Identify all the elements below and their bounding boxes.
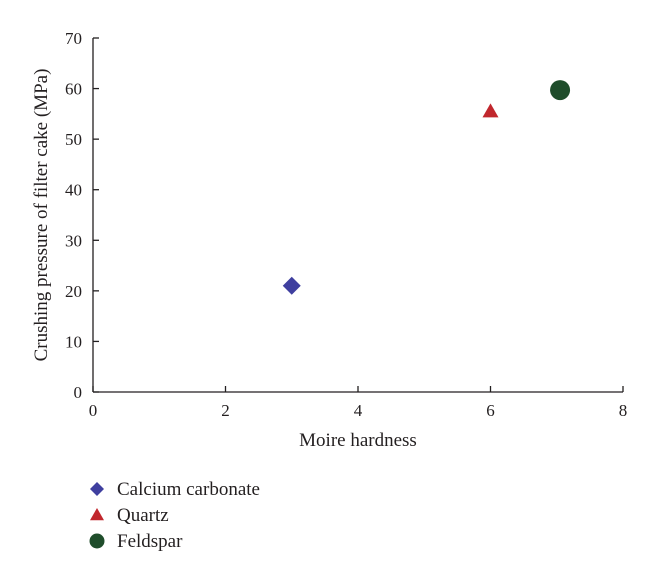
y-tick-label: 10 (65, 332, 82, 351)
legend-marker (90, 482, 104, 496)
legend-marker (90, 508, 104, 521)
legend: Calcium carbonate Quartz Feldspar (89, 479, 260, 552)
data-points (282, 80, 571, 295)
x-tick-label: 8 (619, 401, 628, 420)
axes (92, 38, 623, 393)
legend-label: Quartz (117, 505, 169, 526)
y-ticks: 0 10 20 30 40 50 60 70 (65, 29, 99, 402)
x-tick-label: 0 (89, 401, 98, 420)
legend-label: Feldspar (117, 531, 183, 552)
y-axis-label: Crushing pressure of filter cake (MPa) (31, 69, 52, 362)
x-tick-label: 2 (221, 401, 230, 420)
legend-label: Calcium carbonate (117, 479, 260, 500)
y-tick-label: 30 (65, 231, 82, 250)
x-ticks: 0 2 4 6 8 (89, 386, 628, 420)
data-point (482, 103, 499, 118)
x-tick-label: 6 (486, 401, 495, 420)
data-point (282, 276, 301, 295)
legend-item: Calcium carbonate (90, 479, 260, 500)
x-axis-label: Moire hardness (299, 430, 417, 451)
x-tick-label: 4 (354, 401, 363, 420)
y-tick-label: 40 (65, 181, 82, 200)
y-tick-label: 70 (65, 29, 82, 48)
data-point (550, 80, 571, 101)
legend-item: Feldspar (89, 531, 183, 552)
legend-item: Quartz (90, 505, 169, 526)
y-tick-label: 60 (65, 80, 82, 99)
y-tick-label: 0 (74, 383, 83, 402)
y-tick-label: 50 (65, 130, 82, 149)
legend-marker (89, 533, 105, 549)
y-tick-label: 20 (65, 282, 82, 301)
